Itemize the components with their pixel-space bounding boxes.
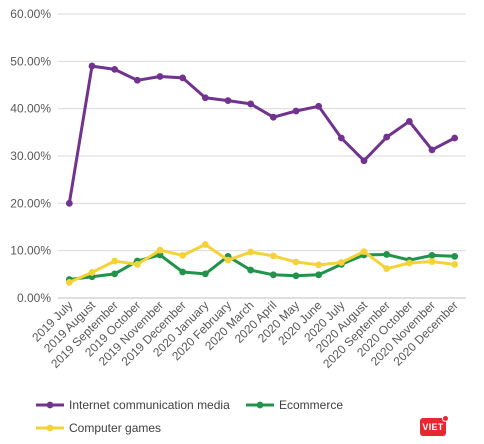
data-point bbox=[269, 271, 277, 279]
legend-label: Ecommerce bbox=[279, 398, 343, 412]
series-lines bbox=[65, 62, 459, 286]
data-point bbox=[451, 134, 459, 142]
data-point bbox=[337, 259, 345, 266]
y-tick-label: 30.00% bbox=[10, 149, 51, 163]
y-axis-ticks: 0.00% 10.00% 20.00% 30.00% 40.00% 50.00% 60.00… bbox=[10, 7, 51, 305]
legend: Internet communication media Ecommerce Com… bbox=[36, 398, 343, 435]
legend-label: Internet communication media bbox=[69, 398, 230, 412]
data-point bbox=[179, 74, 187, 82]
data-point bbox=[360, 248, 368, 256]
data-point bbox=[111, 65, 119, 73]
y-tick-label: 20.00% bbox=[10, 196, 51, 210]
data-point bbox=[156, 246, 164, 254]
y-tick-label: 50.00% bbox=[10, 54, 51, 68]
data-point bbox=[156, 251, 164, 259]
data-point bbox=[201, 241, 209, 248]
y-tick-label: 40.00% bbox=[10, 102, 51, 116]
data-point bbox=[179, 252, 187, 259]
data-point bbox=[224, 256, 232, 264]
data-point bbox=[247, 248, 255, 256]
y-tick-label: 0.00% bbox=[17, 291, 51, 305]
legend-marker bbox=[46, 401, 54, 409]
data-point bbox=[337, 134, 345, 142]
data-point bbox=[428, 258, 436, 265]
legend-marker bbox=[46, 424, 54, 432]
data-point bbox=[315, 261, 323, 269]
data-point bbox=[156, 73, 164, 80]
grid-lines bbox=[58, 13, 466, 299]
data-point bbox=[451, 260, 459, 268]
data-point bbox=[292, 258, 300, 266]
y-tick-label: 10.00% bbox=[10, 244, 51, 258]
data-point bbox=[88, 62, 96, 70]
data-point bbox=[111, 270, 119, 278]
data-point bbox=[428, 252, 436, 259]
data-point bbox=[201, 94, 209, 102]
data-point bbox=[292, 107, 300, 115]
logo-dot-icon bbox=[442, 415, 449, 422]
data-point bbox=[269, 252, 277, 260]
legend-label: Computer games bbox=[69, 421, 161, 435]
series-line bbox=[67, 243, 457, 284]
data-point bbox=[247, 100, 255, 108]
data-point bbox=[247, 266, 255, 274]
data-point bbox=[88, 269, 96, 276]
data-point bbox=[65, 199, 73, 207]
series-line bbox=[67, 64, 457, 205]
data-point bbox=[224, 97, 232, 105]
data-point bbox=[383, 133, 391, 141]
data-point bbox=[111, 257, 119, 265]
data-point bbox=[65, 278, 73, 286]
data-point bbox=[428, 146, 436, 154]
data-point bbox=[133, 76, 141, 84]
data-point bbox=[405, 259, 413, 267]
data-point bbox=[201, 270, 209, 278]
y-tick-label: 60.00% bbox=[10, 7, 51, 21]
data-point bbox=[451, 252, 459, 260]
data-point bbox=[269, 113, 277, 121]
data-point bbox=[292, 272, 300, 280]
data-point bbox=[179, 268, 187, 276]
data-point bbox=[315, 271, 323, 279]
data-point bbox=[360, 157, 368, 165]
viet-logo-badge: VIET bbox=[420, 418, 446, 436]
data-point bbox=[315, 102, 323, 110]
data-point bbox=[133, 260, 141, 268]
data-point bbox=[405, 118, 413, 125]
legend-marker bbox=[256, 401, 264, 409]
data-point bbox=[383, 251, 391, 258]
data-point bbox=[383, 265, 391, 273]
